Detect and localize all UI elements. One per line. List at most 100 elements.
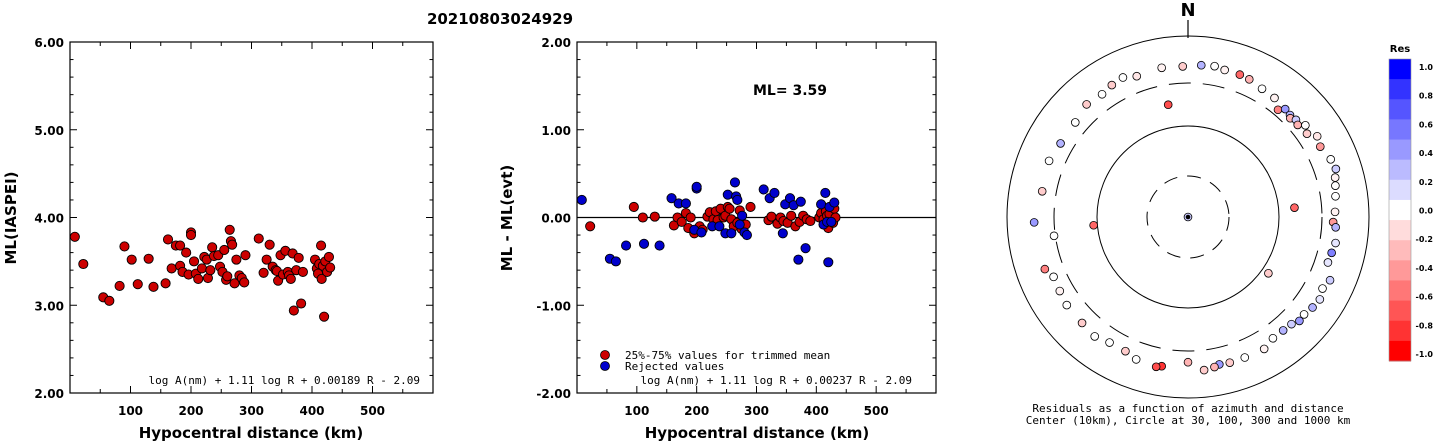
ml-point xyxy=(185,229,197,241)
station-marker xyxy=(1105,338,1114,347)
station-marker xyxy=(1331,181,1340,190)
station-marker xyxy=(1077,318,1087,328)
station-marker xyxy=(1331,238,1340,248)
colorbar-label: -1.0 xyxy=(1416,350,1434,359)
ml-axis-ticks: 100 200 300 400 500 2.00 3.00 4.00 5.00 6.00 xyxy=(34,36,433,418)
station-marker xyxy=(1107,80,1117,90)
colorbar-segment xyxy=(1389,79,1411,100)
residual-point xyxy=(745,201,756,213)
ml-point xyxy=(219,244,230,256)
ml-y-tick-label: 4.00 xyxy=(34,212,64,226)
ml-y-axis-label: ML(IASPEI) xyxy=(2,171,20,264)
residual-x-tick-label: 300 xyxy=(744,404,769,418)
residual-x-tick-label: 400 xyxy=(804,404,829,418)
residual-point xyxy=(576,194,587,205)
station-marker xyxy=(1318,284,1327,293)
station-marker xyxy=(1049,272,1058,282)
ml-value-annotation: ML= 3.59 xyxy=(753,83,827,99)
residual-point xyxy=(793,254,804,265)
residual-point xyxy=(732,194,743,205)
residual-point xyxy=(823,257,834,268)
ml-y-tick-label: 6.00 xyxy=(34,36,64,50)
residual-point xyxy=(786,210,797,221)
residual-point xyxy=(621,240,632,251)
colorbar-segment xyxy=(1389,159,1411,181)
legend-marker-rejected xyxy=(600,361,610,371)
ml-point xyxy=(240,250,251,261)
residual-point xyxy=(729,177,741,188)
station-marker xyxy=(1210,362,1219,372)
distance-rings xyxy=(1006,35,1370,399)
ml-point xyxy=(181,247,192,258)
ml-x-axis-label: Hypocentral distance (km) xyxy=(139,424,364,441)
ml-point xyxy=(78,258,89,270)
legend-label-rejected: Rejected values xyxy=(625,360,724,373)
station-marker xyxy=(1273,105,1283,115)
station-marker xyxy=(1302,129,1312,138)
station-marker xyxy=(1268,333,1278,343)
colorbar-segment xyxy=(1389,179,1411,201)
station-marker xyxy=(1199,365,1209,375)
ml-point xyxy=(261,254,272,265)
residual-point xyxy=(805,215,816,227)
station-marker xyxy=(1290,203,1299,212)
ml-point xyxy=(132,279,143,290)
legend-label-trimmed: 25%-75% values for trimmed mean xyxy=(625,349,830,362)
residual-point xyxy=(654,240,665,251)
colorbar-segment xyxy=(1389,340,1411,362)
station-marker xyxy=(1056,139,1065,148)
ml-point xyxy=(231,254,242,265)
residual-point xyxy=(638,238,650,249)
ml-point xyxy=(162,234,174,245)
station-marker xyxy=(1312,131,1322,141)
azimuth-residual-panel: N Residuals as a function of azimuth and… xyxy=(1006,0,1434,427)
ml-point xyxy=(207,242,218,253)
colorbar-label: 1.0 xyxy=(1419,63,1434,72)
colorbar-segment xyxy=(1389,199,1411,221)
residual-point xyxy=(685,212,696,223)
residual-point xyxy=(714,221,725,232)
station-points xyxy=(1029,60,1341,375)
station-marker xyxy=(1157,63,1166,73)
residual-point xyxy=(610,256,621,267)
station-marker xyxy=(1062,300,1072,310)
ml-point xyxy=(222,271,233,282)
station-marker xyxy=(1278,326,1288,335)
station-marker xyxy=(1183,357,1193,367)
residual-point xyxy=(666,193,677,204)
station-marker xyxy=(1323,258,1333,267)
station-marker xyxy=(1280,104,1290,114)
residual-x-axis-label: Hypocentral distance (km) xyxy=(645,424,870,441)
station-marker xyxy=(1151,362,1161,372)
station-marker xyxy=(1331,191,1340,201)
station-marker xyxy=(1082,100,1091,109)
station-marker xyxy=(1089,220,1098,230)
residual-y-tick-label: 0.00 xyxy=(541,212,571,226)
ml-formula: log A(nm) + 1.11 log R + 0.00189 R - 2.0… xyxy=(148,374,420,387)
residual-point xyxy=(637,212,648,223)
residual-point xyxy=(777,228,788,239)
station-marker xyxy=(1301,120,1310,130)
colorbar: 1.0 0.8 0.6 0.4 0.2 0.0 -0.2 -0.4 -0.6 -0.8 -1.0 xyxy=(1388,58,1434,362)
polar-caption-line2: Center (10km), Circle at 30, 100, 300 an… xyxy=(1026,414,1351,427)
colorbar-segment xyxy=(1389,320,1411,342)
ml-y-tick-label: 2.00 xyxy=(34,387,64,401)
residual-point xyxy=(737,210,748,221)
legend-marker-trimmed xyxy=(600,350,610,360)
ml-point xyxy=(293,252,304,263)
ml-point xyxy=(319,311,330,322)
residual-point xyxy=(795,196,806,207)
ml-point xyxy=(114,280,125,291)
station-marker xyxy=(1330,207,1340,217)
station-marker xyxy=(1210,61,1219,71)
ml-point xyxy=(227,239,238,250)
station-marker xyxy=(1325,275,1335,285)
station-marker xyxy=(1257,84,1267,94)
figure-title: 20210803024929 xyxy=(427,10,573,28)
ml-point xyxy=(224,224,235,235)
station-marker xyxy=(1315,295,1325,304)
colorbar-label: -0.4 xyxy=(1416,264,1434,273)
residual-point xyxy=(800,243,811,254)
residual-point xyxy=(816,199,827,210)
